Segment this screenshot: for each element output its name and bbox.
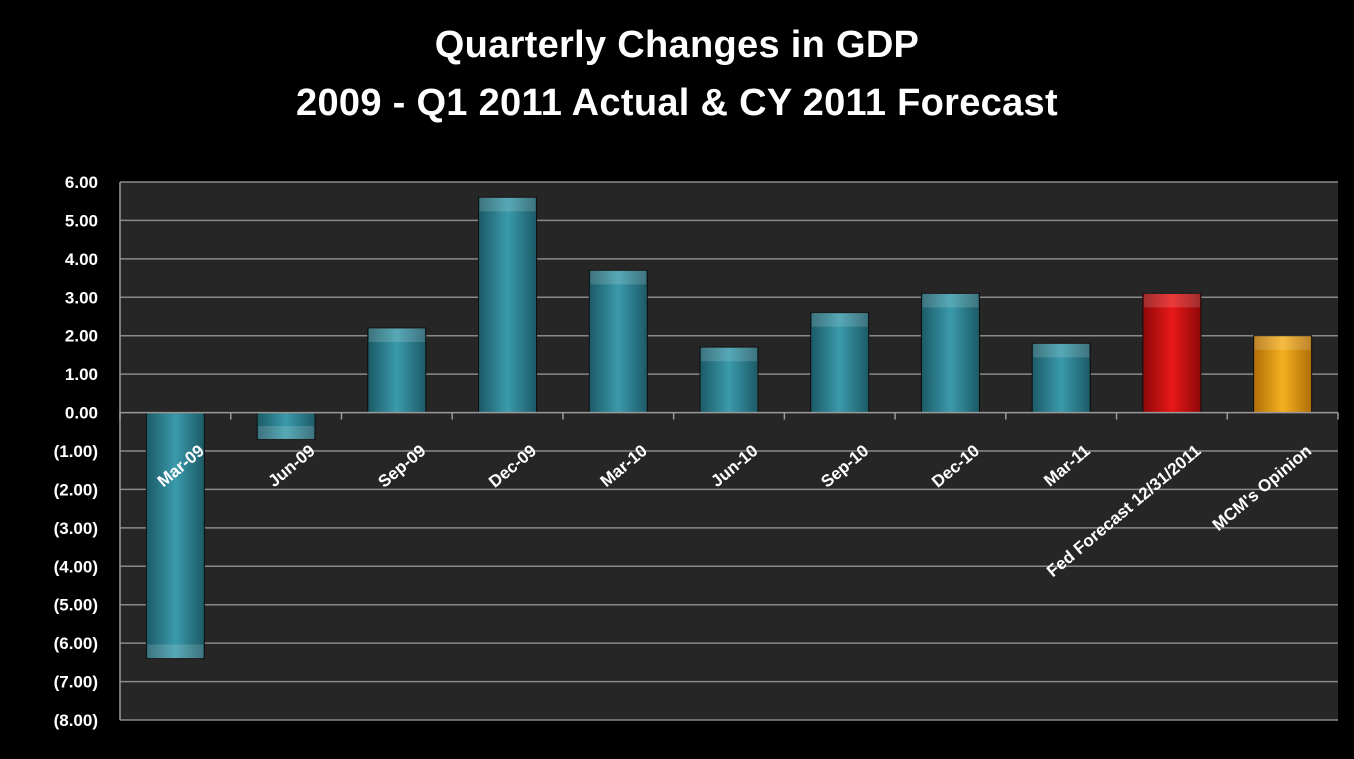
bar-9-highlight [1033, 343, 1090, 358]
y-tick-label: (1.00) [54, 442, 98, 461]
y-tick-label: 2.00 [65, 327, 98, 346]
y-tick-label: 6.00 [65, 173, 98, 192]
bar-8 [920, 292, 980, 414]
bar-3-highlight [368, 328, 425, 343]
bar-7-highlight [811, 312, 868, 327]
bar-10 [1142, 292, 1202, 414]
bar-4-highlight [479, 197, 536, 212]
y-tick-label: (5.00) [54, 596, 98, 615]
y-tick-label: (2.00) [54, 480, 98, 499]
gridlines [120, 181, 1338, 721]
y-tick-label: (6.00) [54, 634, 98, 653]
y-tick-label: (7.00) [54, 673, 98, 692]
y-tick-label: (8.00) [54, 711, 98, 730]
bar-9 [1031, 342, 1091, 414]
bar-6-highlight [701, 347, 757, 362]
y-tick-label: 5.00 [65, 211, 98, 230]
axes [119, 182, 1339, 720]
bars [145, 196, 1313, 660]
bar-10-highlight [1143, 293, 1200, 308]
bar-4 [478, 196, 538, 414]
bar-11-highlight [1254, 335, 1311, 350]
bar-8-highlight [922, 293, 979, 308]
y-tick-label: 4.00 [65, 250, 98, 269]
y-tick-label: 1.00 [65, 365, 98, 384]
y-tick-label: 0.00 [65, 404, 98, 423]
chart-subtitle: 2009 - Q1 2011 Actual & CY 2011 Forecast [296, 82, 1058, 124]
bar-3 [367, 327, 427, 414]
bar-1 [145, 412, 205, 660]
bar-6 [699, 346, 759, 414]
chart-title: Quarterly Changes in GDP [434, 24, 920, 66]
bar-2 [256, 412, 316, 440]
y-tick-label: (3.00) [54, 519, 98, 538]
y-tick-label: (4.00) [54, 557, 98, 576]
bar-5-highlight [590, 270, 647, 285]
bar-2-highlight [258, 426, 315, 440]
y-axis-tick-labels: 6.00 5.00 4.00 3.00 2.00 1.00 0.00 (1.00) (2.00)… [54, 173, 98, 730]
bar-11 [1253, 335, 1313, 414]
y-tick-label: 3.00 [65, 288, 98, 307]
bar-5 [588, 269, 648, 414]
bar-7 [810, 312, 870, 414]
bar-1-highlight [147, 644, 204, 659]
